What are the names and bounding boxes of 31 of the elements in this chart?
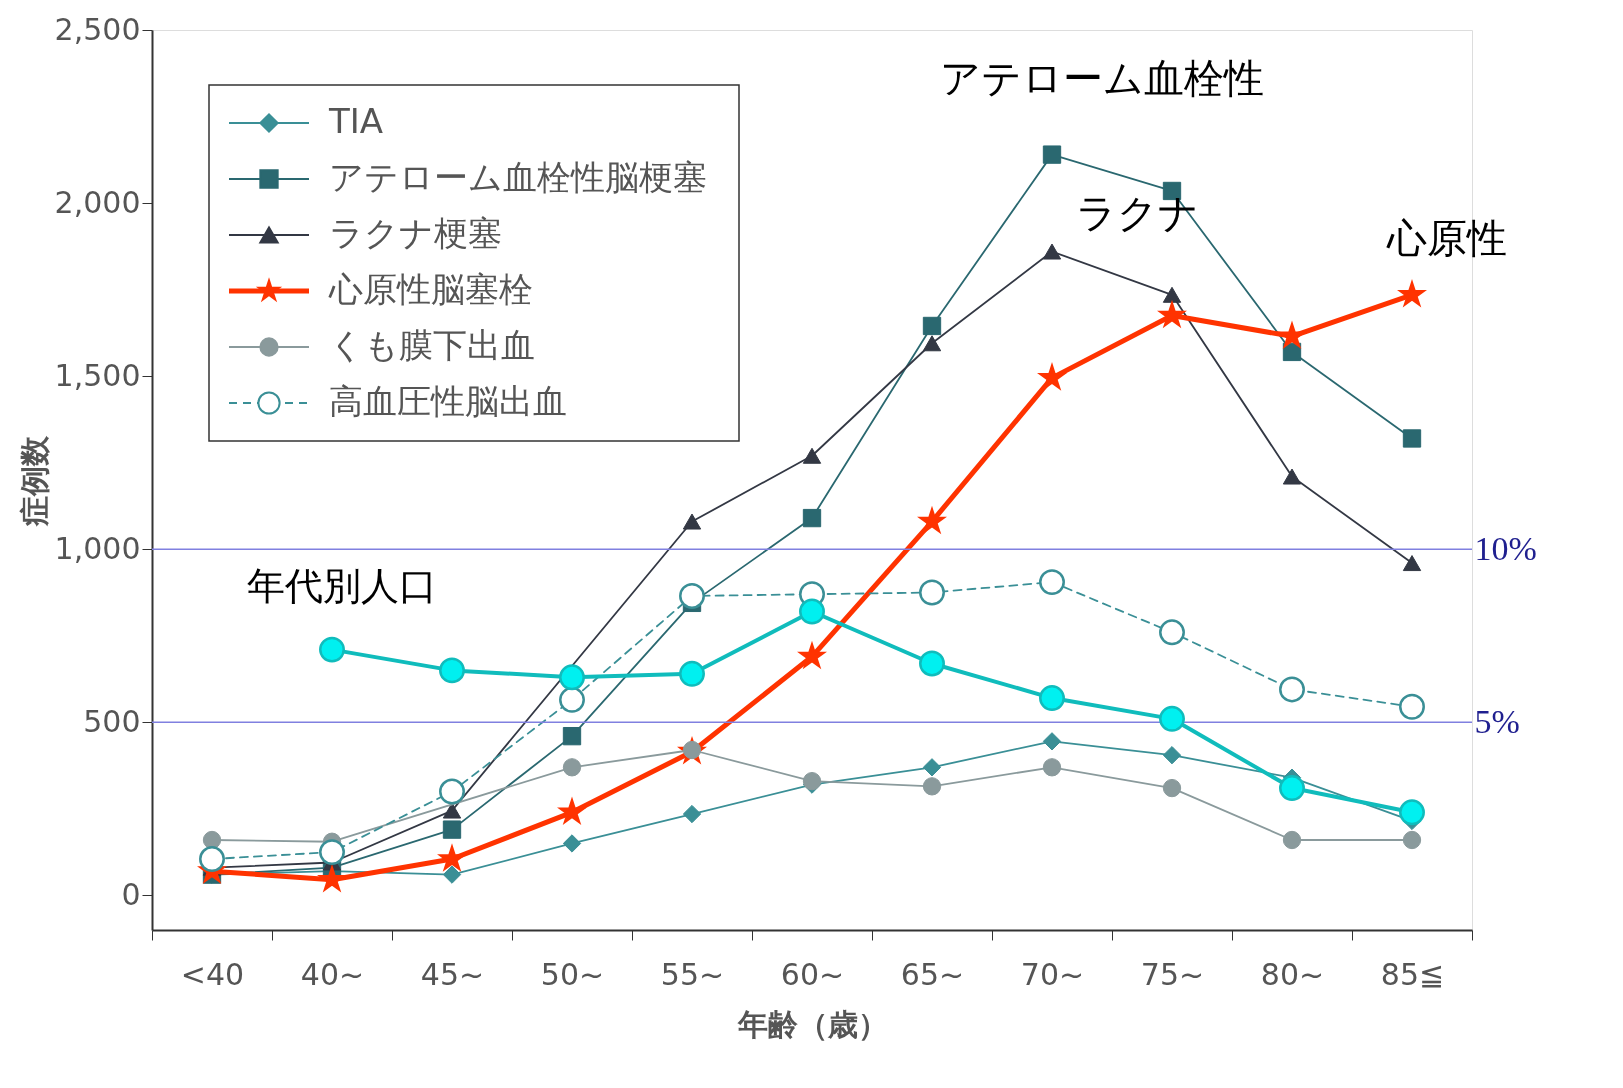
annotation: 心原性: [1386, 215, 1507, 261]
y-tick-label: 500: [83, 703, 141, 739]
y2-tick-label: 5%: [1474, 702, 1520, 740]
x-axis-title: 年齢（歳）: [736, 1006, 888, 1042]
x-tick-label: 70~: [1020, 956, 1085, 992]
x-tick-label: 65~: [900, 956, 965, 992]
legend-label: TIA: [328, 101, 384, 141]
x-tick-label: 55~: [660, 956, 725, 992]
x-tick-label: 60~: [780, 956, 845, 992]
x-tick-label: 75~: [1140, 956, 1205, 992]
legend-label: 心原性脳塞栓: [328, 269, 533, 309]
y-tick-label: 2,000: [54, 184, 141, 220]
series-label: 年代別人口: [247, 563, 437, 608]
y-tick-label: 0: [121, 876, 141, 912]
annotation: アテローム血栓性: [940, 55, 1264, 101]
y-axis-title: 症例数: [16, 434, 52, 527]
y-tick-label: 2,500: [54, 11, 141, 47]
legend-label: 高血圧性脳出血: [329, 381, 567, 421]
legend-label: アテローム血栓性脳梗塞: [329, 157, 707, 197]
legend-label: ラクナ梗塞: [329, 213, 502, 253]
legend-label: くも膜下出血: [329, 325, 535, 365]
x-tick-label: 85≦: [1380, 956, 1445, 992]
x-tick-label: <40: [180, 956, 245, 992]
x-tick-label: 40~: [300, 956, 365, 992]
y2-tick-label: 10%: [1474, 529, 1537, 567]
x-tick-label: 45~: [420, 956, 485, 992]
x-tick-label: 50~: [540, 956, 605, 992]
y-tick-label: 1,500: [54, 357, 141, 393]
x-tick-label: 80~: [1260, 956, 1325, 992]
annotation: ラクナ: [1075, 190, 1199, 236]
y-tick-label: 1,000: [54, 530, 141, 566]
